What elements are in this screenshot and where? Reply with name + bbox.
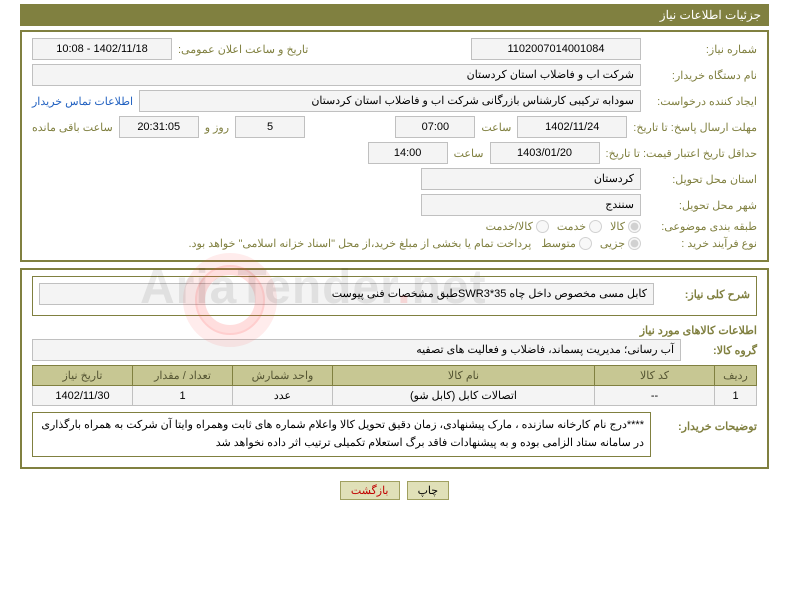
field-province: کردستان xyxy=(421,168,641,190)
th-qty: تعداد / مقدار xyxy=(133,366,233,386)
field-valid-time: 14:00 xyxy=(368,142,448,164)
row-category: طبقه بندی موضوعی: کالا خدمت کالا/خدمت xyxy=(32,220,757,233)
radio-goods-service-input[interactable] xyxy=(536,220,549,233)
page-title: جزئیات اطلاعات نیاز xyxy=(660,8,761,22)
label-buyer-org: نام دستگاه خریدار: xyxy=(647,69,757,82)
link-buyer-contact[interactable]: اطلاعات تماس خریدار xyxy=(32,95,133,108)
need-desc-block: شرح کلی نیاز: کابل مسی مخصوص داخل چاه SW… xyxy=(32,276,757,316)
label-category: طبقه بندی موضوعی: xyxy=(647,220,757,233)
label-need-desc: شرح کلی نیاز: xyxy=(660,286,750,303)
field-remain-hms: 20:31:05 xyxy=(119,116,199,138)
label-buyer-remarks: توضیحات خریدار: xyxy=(657,412,757,435)
payment-note: پرداخت تمام یا بخشی از مبلغ خرید،از محل … xyxy=(189,237,532,250)
radio-service-input[interactable] xyxy=(589,220,602,233)
cell-code: -- xyxy=(595,386,715,406)
label-requester: ایجاد کننده درخواست: xyxy=(647,95,757,108)
cell-unit: عدد xyxy=(233,386,333,406)
main-panel: شماره نیاز: 1102007014001084 تاریخ و ساع… xyxy=(20,30,769,262)
label-day-and: روز و xyxy=(205,121,229,134)
label-reply-deadline: مهلت ارسال پاسخ: تا تاریخ: xyxy=(633,121,757,134)
radio-medium[interactable]: متوسط xyxy=(541,237,592,250)
label-remain: ساعت باقی مانده xyxy=(32,121,113,134)
field-city: سنندج xyxy=(421,194,641,216)
radio-goods-service[interactable]: کالا/خدمت xyxy=(486,220,549,233)
label-min-valid: حداقل تاریخ اعتبار قیمت: تا تاریخ: xyxy=(606,147,757,160)
field-reply-time: 07:00 xyxy=(395,116,475,138)
row-province: استان محل تحویل: کردستان xyxy=(32,168,757,190)
row-goods-group: گروه کالا: آب رسانی؛ مدیریت پسماند، فاضل… xyxy=(32,339,757,361)
items-table: ردیف کد کالا نام کالا واحد شمارش تعداد /… xyxy=(32,365,757,406)
cell-qty: 1 xyxy=(133,386,233,406)
label-city: شهر محل تحویل: xyxy=(647,199,757,212)
row-requester: ایجاد کننده درخواست: سودابه ترکیبی کارشن… xyxy=(32,90,757,112)
cell-row: 1 xyxy=(715,386,757,406)
row-city: شهر محل تحویل: سنندج xyxy=(32,194,757,216)
cell-date: 1402/11/30 xyxy=(33,386,133,406)
label-province: استان محل تحویل: xyxy=(647,173,757,186)
th-code: کد کالا xyxy=(595,366,715,386)
field-goods-group: آب رسانی؛ مدیریت پسماند، فاضلاب و فعالیت… xyxy=(32,339,681,361)
button-bar: چاپ بازگشت xyxy=(20,475,769,506)
label-announce-dt: تاریخ و ساعت اعلان عمومی: xyxy=(178,43,465,56)
category-radio-group: کالا خدمت کالا/خدمت xyxy=(486,220,641,233)
field-reply-date: 1402/11/24 xyxy=(517,116,627,138)
label-hour-2: ساعت xyxy=(454,147,484,160)
label-hour-1: ساعت xyxy=(481,121,511,134)
field-requester: سودابه ترکیبی کارشناس بازرگانی شرکت اب و… xyxy=(139,90,641,112)
items-panel: شرح کلی نیاز: کابل مسی مخصوص داخل چاه SW… xyxy=(20,268,769,469)
label-goods-group: گروه کالا: xyxy=(687,342,757,359)
table-row: 1 -- اتصالات کابل (کابل شو) عدد 1 1402/1… xyxy=(33,386,757,406)
row-buyer-remarks: توضیحات خریدار: ****درج نام کارخانه سازن… xyxy=(32,412,757,457)
field-need-no: 1102007014001084 xyxy=(471,38,641,60)
row-valid-until: حداقل تاریخ اعتبار قیمت: تا تاریخ: 1403/… xyxy=(32,142,757,164)
radio-goods[interactable]: کالا xyxy=(610,220,641,233)
th-name: نام کالا xyxy=(333,366,595,386)
radio-partial-input[interactable] xyxy=(628,237,641,250)
field-announce-dt: 1402/11/18 - 10:08 xyxy=(32,38,172,60)
field-remain-days: 5 xyxy=(235,116,305,138)
th-unit: واحد شمارش xyxy=(233,366,333,386)
row-reply-deadline: مهلت ارسال پاسخ: تا تاریخ: 1402/11/24 سا… xyxy=(32,116,757,138)
th-row: ردیف xyxy=(715,366,757,386)
radio-goods-input[interactable] xyxy=(628,220,641,233)
row-need-no: شماره نیاز: 1102007014001084 تاریخ و ساع… xyxy=(32,38,757,60)
cell-name: اتصالات کابل (کابل شو) xyxy=(333,386,595,406)
radio-partial[interactable]: جزیی xyxy=(600,237,641,250)
field-valid-date: 1403/01/20 xyxy=(490,142,600,164)
items-section-title: اطلاعات کالاهای مورد نیاز xyxy=(32,322,757,339)
th-date: تاریخ نیاز xyxy=(33,366,133,386)
radio-service[interactable]: خدمت xyxy=(557,220,602,233)
row-buyer-org: نام دستگاه خریدار: شرکت اب و فاضلاب استا… xyxy=(32,64,757,86)
row-process: نوع فرآیند خرید : جزیی متوسط پرداخت تمام… xyxy=(32,237,757,250)
buyer-remarks-text: ****درج نام کارخانه سازنده ، مارک پیشنها… xyxy=(32,412,651,457)
title-bar: جزئیات اطلاعات نیاز xyxy=(20,4,769,26)
label-need-no: شماره نیاز: xyxy=(647,43,757,56)
print-button[interactable]: چاپ xyxy=(407,481,450,500)
table-header-row: ردیف کد کالا نام کالا واحد شمارش تعداد /… xyxy=(33,366,757,386)
field-need-desc: کابل مسی مخصوص داخل چاه SWR3*35طبق مشخصا… xyxy=(39,283,654,305)
return-button[interactable]: بازگشت xyxy=(340,481,400,500)
process-radio-group: جزیی متوسط xyxy=(541,237,641,250)
label-process: نوع فرآیند خرید : xyxy=(647,237,757,250)
field-buyer-org: شرکت اب و فاضلاب استان کردستان xyxy=(32,64,641,86)
radio-medium-input[interactable] xyxy=(579,237,592,250)
